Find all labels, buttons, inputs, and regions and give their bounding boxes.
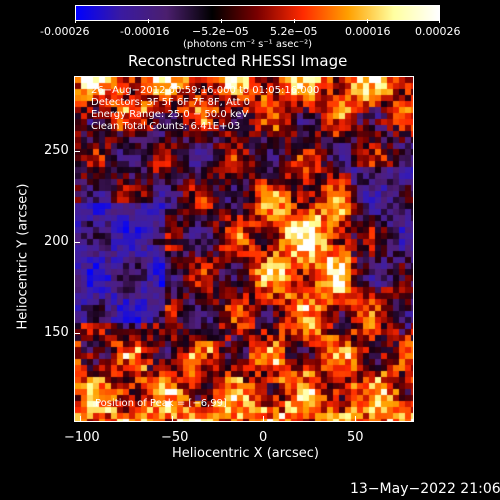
- info-detectors: Detectors: 3F 5F 6F 7F 8F, Att 0: [91, 97, 251, 108]
- colorbar-tick-label: 0.00026: [415, 25, 461, 38]
- plot-title: Reconstructed RHESSI Image: [128, 52, 348, 70]
- colorbar-tick-label: 0.00016: [345, 25, 391, 38]
- image-plot: 26−Aug−2012 00:59:16.000 to 01:05:16.000…: [74, 76, 414, 422]
- info-energy-range: Energy Range: 25.0 − 50.0 keV: [91, 109, 249, 120]
- y-tick-label: 250: [44, 143, 69, 158]
- hxr-image-map: [75, 77, 413, 421]
- x-tick-label: 0: [259, 430, 268, 445]
- colorbar: [75, 5, 440, 21]
- y-tick-label: 200: [44, 234, 69, 249]
- colorbar-tick-label: −5.2e−05: [192, 25, 249, 38]
- x-axis-label: Heliocentric X (arcsec): [172, 446, 319, 461]
- colorbar-tick-label: 5.2e−05: [270, 25, 318, 38]
- colorbar-tick-label: -0.00016: [120, 25, 170, 38]
- info-clean-counts: Clean Total Counts: 6.41E+03: [91, 121, 241, 132]
- y-axis-label: Heliocentric Y (arcsec): [15, 183, 31, 330]
- y-tick-label: 150: [44, 325, 69, 340]
- colorbar-tick-label: -0.00026: [40, 25, 90, 38]
- info-time-range: 26−Aug−2012 00:59:16.000 to 01:05:16.000: [91, 85, 320, 96]
- x-tick-label: −100: [64, 430, 100, 445]
- colorbar-unit-label: (photons cm⁻² s⁻¹ asec⁻²): [183, 39, 313, 50]
- peak-position-label: Position of Peak = [−6,99]: [95, 398, 227, 409]
- footer-timestamp: 13−May−2022 21:06: [350, 481, 500, 497]
- x-tick-label: −50: [161, 430, 189, 445]
- x-tick-label: 50: [347, 430, 364, 445]
